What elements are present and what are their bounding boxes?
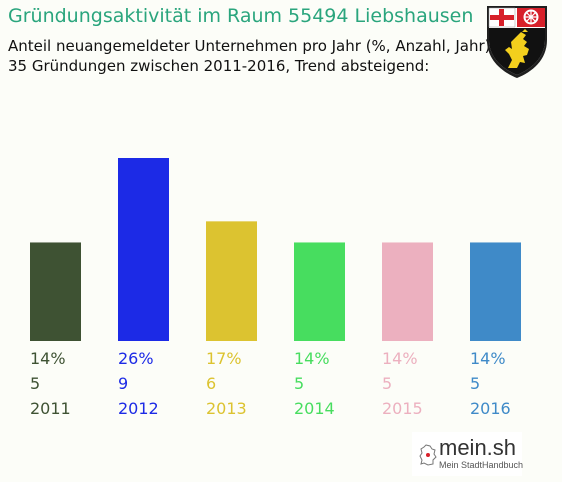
bar-2012 [118, 158, 169, 341]
chart-subtitle: Anteil neuangemeldeter Unternehmen pro J… [8, 36, 491, 76]
bar-2011 [30, 242, 81, 341]
count-label-2011: 5 [30, 374, 40, 393]
year-label-2012: 2012 [118, 399, 159, 418]
percent-label-2014: 14% [294, 349, 330, 368]
logo-brand-text: mein.sh [439, 435, 517, 460]
count-label-2014: 5 [294, 374, 304, 393]
year-label-2013: 2013 [206, 399, 247, 418]
count-label-2016: 5 [470, 374, 480, 393]
percent-label-2015: 14% [382, 349, 418, 368]
chart-title: Gründungsaktivität im Raum 55494 Liebsha… [8, 5, 474, 27]
year-label-2015: 2015 [382, 399, 423, 418]
bar-2016 [470, 242, 521, 341]
germany-map-icon [419, 444, 437, 466]
subtitle-line-1: Anteil neuangemeldeter Unternehmen pro J… [8, 37, 491, 55]
subtitle-line-2: 35 Gründungen zwischen 2011-2016, Trend … [8, 57, 430, 75]
logo-tagline: Mein StadtHandbuch [439, 460, 524, 470]
bar-2014 [294, 242, 345, 341]
percent-label-2013: 17% [206, 349, 242, 368]
bar-2013 [206, 221, 257, 341]
mein-sh-logo[interactable]: mein.sh Mein StadtHandbuch [412, 432, 524, 476]
count-label-2013: 6 [206, 374, 216, 393]
coat-of-arms-icon [487, 6, 547, 78]
year-label-2016: 2016 [470, 399, 511, 418]
count-label-2012: 9 [118, 374, 128, 393]
count-label-2015: 5 [382, 374, 392, 393]
percent-label-2011: 14% [30, 349, 66, 368]
year-label-2011: 2011 [30, 399, 71, 418]
bar-2015 [382, 242, 433, 341]
percent-label-2012: 26% [118, 349, 154, 368]
year-label-2014: 2014 [294, 399, 335, 418]
percent-label-2016: 14% [470, 349, 506, 368]
